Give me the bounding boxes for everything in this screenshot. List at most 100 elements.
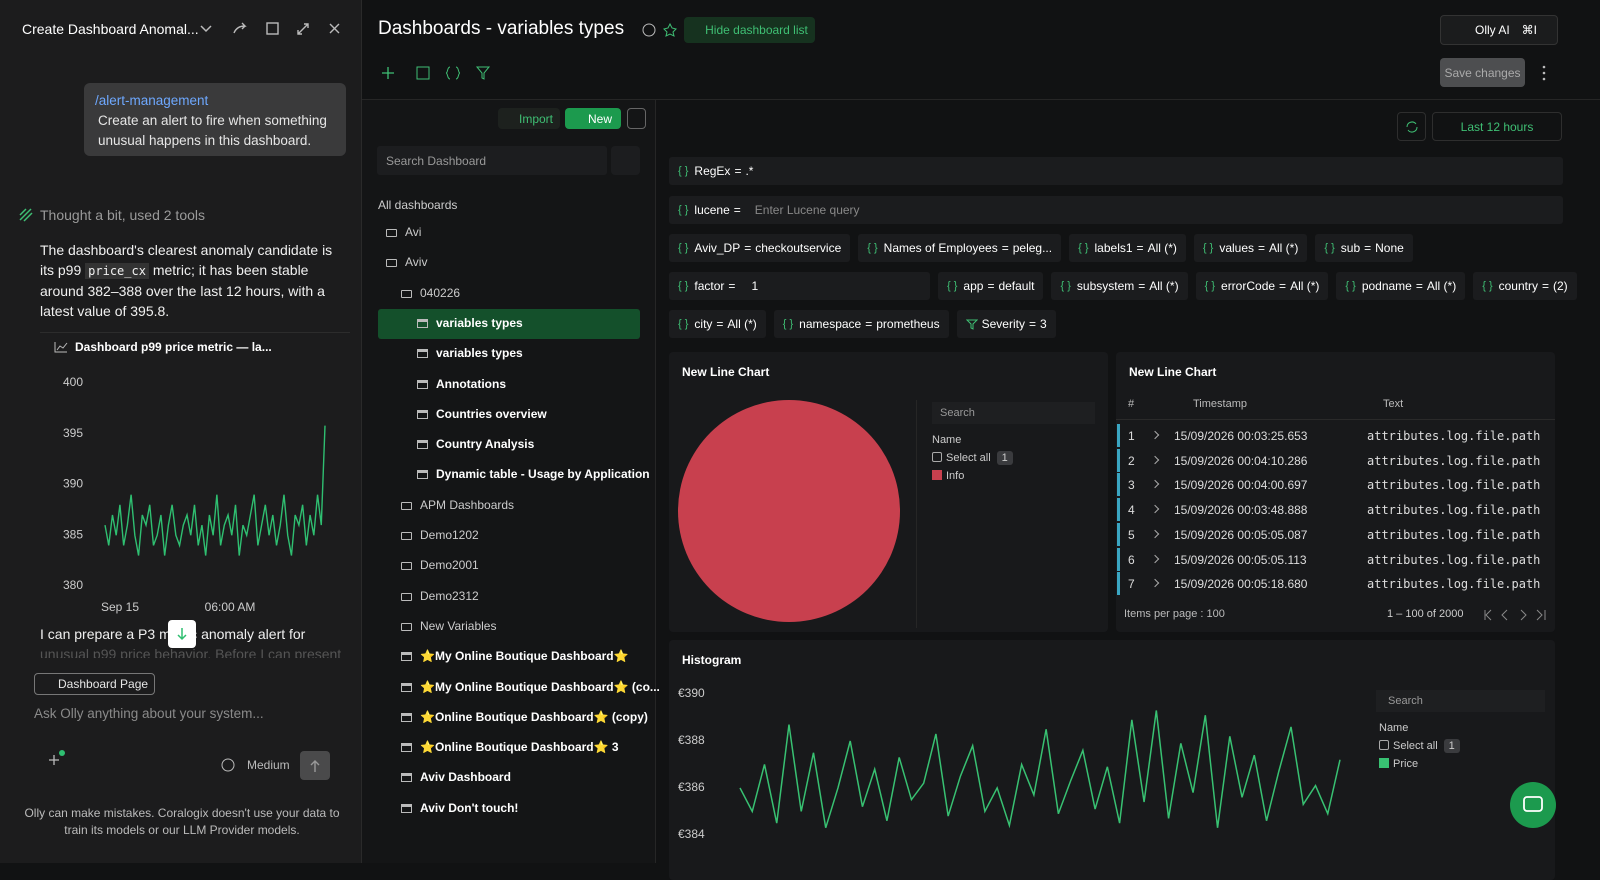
add-widget[interactable] (382, 67, 394, 79)
histogram-widget: Histogram Search Name Select all 1 Price (669, 640, 1555, 880)
legend-item[interactable]: Info (932, 470, 964, 482)
code-span: price_cx (85, 263, 149, 279)
close-icon[interactable] (329, 23, 340, 34)
folder-item[interactable]: APM Dashboards (420, 497, 515, 512)
variable-chip[interactable]: { } lucene = Enter Lucene query (669, 196, 1563, 224)
legend-items: Price (1379, 758, 1418, 770)
variable-chip[interactable]: { } city = All (*) (669, 310, 766, 338)
dashboard-item[interactable]: Countries overview (436, 406, 547, 421)
chat-input[interactable]: Ask Olly anything about your system... (34, 706, 264, 721)
expand-chevron[interactable] (1150, 480, 1160, 489)
scroll-down-button[interactable] (168, 620, 196, 648)
new-button[interactable]: New (565, 108, 621, 129)
table-cell: 1 (1128, 429, 1135, 443)
expand-chevron[interactable] (1150, 554, 1160, 563)
folder-item[interactable]: Demo1202 (420, 528, 479, 542)
support-chat-button[interactable] (1510, 782, 1556, 828)
search-dashboard[interactable]: Search Dashboard (377, 146, 607, 175)
variable-chip[interactable]: Severity = 3 (956, 310, 1056, 338)
hide-list-button[interactable]: Hide dashboard list (684, 17, 815, 43)
folder-item[interactable]: Demo2312 (420, 588, 479, 603)
dashboard-item[interactable]: Country Analysis (436, 437, 535, 452)
chevron[interactable] (200, 25, 212, 33)
legend-search[interactable]: Search (1376, 690, 1545, 712)
filter-icon[interactable] (475, 66, 491, 80)
import-button[interactable]: Import (498, 108, 560, 129)
expand-icon[interactable] (297, 23, 309, 35)
context-chip[interactable]: Dashboard Page (34, 673, 156, 695)
model-selector[interactable]: Medium (247, 758, 290, 772)
dashboard-item[interactable]: ⭐Online Boutique Dashboard⭐ 3 (420, 740, 619, 755)
add-button[interactable] (40, 746, 70, 774)
dashboard-icon (401, 773, 412, 783)
chat-title[interactable]: Create Dashboard Anomal... (22, 21, 199, 37)
variable-name: sub (1340, 241, 1361, 255)
json-icon[interactable] (445, 66, 461, 80)
table-cell: attributes.log.file.path :/\ (1367, 503, 1549, 518)
folder-item[interactable]: Aviv (405, 255, 428, 270)
folder-item[interactable]: Avi (405, 225, 422, 239)
dashboard-item[interactable]: ⭐My Online Boutique Dashboard⭐ (co... (420, 679, 660, 694)
legend-search[interactable]: Search (932, 402, 1095, 424)
variable-chip[interactable]: { } Names of Employees = peleg... (858, 234, 1062, 262)
layout-toggle[interactable] (627, 108, 646, 129)
expand-chevron[interactable] (1150, 430, 1160, 440)
variable-chip[interactable]: { } namespace = prometheus (773, 310, 949, 338)
divider (362, 99, 1600, 100)
legend-select-all[interactable]: Select all 1 (932, 451, 1013, 465)
expand-chevron[interactable] (1150, 455, 1160, 464)
folder-item[interactable]: 040226 (420, 285, 461, 300)
variable-name: subsystem (1076, 279, 1135, 293)
refresh-button[interactable] (1397, 112, 1426, 141)
save-button[interactable]: Save changes (1440, 58, 1525, 87)
folder-icon (401, 501, 412, 510)
dashboard-item[interactable]: Aviv Don't touch! (420, 800, 519, 815)
dashboard-item[interactable]: Annotations (436, 376, 506, 391)
olly-button[interactable]: Olly AI ⌘I (1440, 15, 1558, 45)
command-link[interactable]: /alert-management (95, 93, 209, 108)
new-folder-button[interactable] (611, 146, 640, 175)
dashboard-icon (417, 440, 428, 450)
dashboard-item[interactable]: Dynamic table - Usage by Application (436, 467, 650, 482)
expand-chevron[interactable] (1150, 504, 1160, 514)
variable-value: All (*) (1149, 279, 1179, 293)
pagination-buttons[interactable] (1480, 608, 1550, 622)
variable-chip[interactable]: { } values = All (*) (1193, 234, 1308, 262)
variable-chip[interactable]: { } podname = All (*) (1336, 272, 1466, 300)
star-icon[interactable] (663, 22, 677, 37)
send-button[interactable] (300, 751, 330, 780)
dashboard-icon (417, 349, 428, 359)
legend-select-all[interactable]: Select all 1 (1379, 739, 1460, 753)
variable-chip[interactable]: { } labels1 = All (*) (1069, 234, 1186, 262)
legend-item[interactable]: Price (1379, 758, 1418, 770)
variable-chip[interactable]: { } country = (2) (1473, 272, 1577, 300)
share-icon[interactable] (233, 22, 247, 34)
variable-chip[interactable]: { } subsystem = All (*) (1051, 272, 1188, 300)
variable-chip[interactable]: { } RegEx = .* (669, 157, 1563, 185)
folder-item[interactable]: New Variables (420, 618, 497, 633)
folder-item[interactable]: Demo2001 (420, 558, 479, 573)
dashboard-item[interactable]: Aviv Dashboard (420, 770, 511, 785)
table-cell: 15/09/2026 00:04:10.286 (1174, 453, 1308, 468)
time-range[interactable]: Last 12 hours (1432, 112, 1562, 141)
dashboard-item[interactable]: variables types (436, 346, 523, 361)
dashboard-item[interactable]: ⭐Online Boutique Dashboard⭐ (copy) (420, 709, 648, 724)
variable-name: factor (694, 279, 725, 293)
section-label: All dashboards (378, 198, 458, 212)
save-icon[interactable] (416, 66, 430, 80)
items-per-page[interactable]: Items per page : 100 (1124, 608, 1225, 620)
reply-text: metric; it has been stable around 382–38… (40, 262, 325, 319)
variable-chip[interactable]: { } sub = None (1315, 234, 1413, 262)
dashboard-item[interactable]: variables types (436, 315, 523, 330)
variable-chip[interactable]: { } app = default (938, 272, 1044, 300)
expand-chevron[interactable] (1150, 529, 1160, 539)
variable-chip[interactable]: { } Aviv_DP = checkoutservice (669, 234, 851, 262)
more-menu[interactable] (1537, 64, 1551, 82)
variable-chip[interactable]: { } errorCode = All (*) (1195, 272, 1329, 300)
edit-icon[interactable] (266, 22, 279, 35)
variable-chip[interactable]: { } factor = 1 (669, 272, 930, 300)
thought-summary[interactable]: Thought a bit, used 2 tools (40, 207, 205, 223)
info-icon[interactable] (642, 23, 656, 37)
dashboard-item[interactable]: ⭐My Online Boutique Dashboard⭐ (420, 649, 629, 664)
expand-chevron[interactable] (1150, 578, 1160, 588)
